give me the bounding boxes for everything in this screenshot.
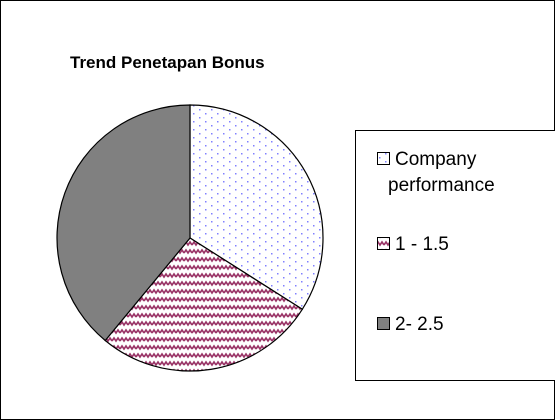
legend-label: 1 - 1.5 (395, 234, 449, 255)
legend-label: Company performance (388, 149, 495, 196)
pie-slice (104, 237, 304, 372)
legend-swatch (377, 237, 390, 250)
pie-slice (56, 104, 191, 342)
pie-slice (189, 104, 324, 311)
legend-swatch (377, 152, 390, 165)
chart-title: Trend Penetapan Bonus (70, 53, 265, 72)
legend-box (355, 130, 555, 381)
legend-label: 2- 2.5 (395, 314, 444, 335)
legend-swatch (377, 317, 390, 330)
